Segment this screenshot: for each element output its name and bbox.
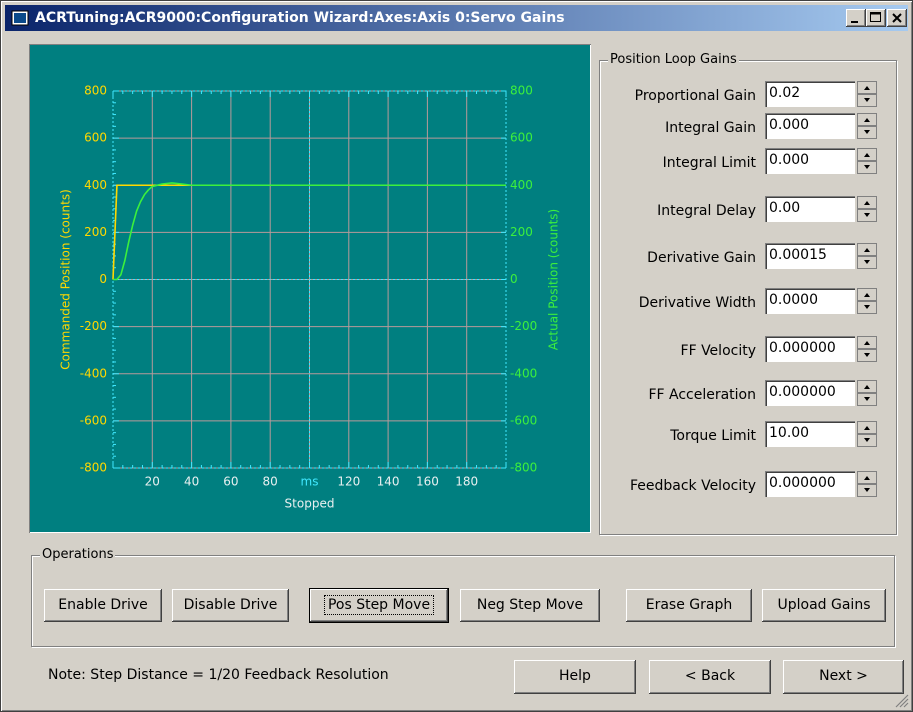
spin-button[interactable] xyxy=(857,81,877,107)
operation-button[interactable]: Upload Gains xyxy=(762,589,886,622)
y-tick-label: 200 xyxy=(84,225,107,239)
field-input[interactable]: 0.000000 xyxy=(765,336,855,362)
chart-panel: 20 40 60 80 ms 120 140 160 180 -800 -600 -400 -200 0 2… xyxy=(29,44,591,533)
field-input[interactable]: 0.000000 xyxy=(765,471,855,497)
spin-button[interactable] xyxy=(857,288,877,314)
field-input[interactable]: 0.02 xyxy=(765,81,855,107)
close-button[interactable] xyxy=(887,9,907,27)
gains-group: Position Loop Gains Proportional Gain 0.0… xyxy=(599,52,897,535)
field-input[interactable]: 0.00015 xyxy=(765,243,855,269)
button-label: Enable Drive xyxy=(58,597,148,613)
spin-button[interactable] xyxy=(857,336,877,362)
y2-tick-label: 400 xyxy=(510,178,533,192)
note: Note: Step Distance = 1/20 Feedback Reso… xyxy=(48,667,389,683)
y-axis-label: Commanded Position (counts) xyxy=(59,189,73,370)
button-label: Upload Gains xyxy=(777,597,871,613)
group-title: Position Loop Gains xyxy=(608,52,739,67)
app-icon xyxy=(11,10,29,26)
field-label: Feedback Velocity xyxy=(629,478,756,494)
window-title: ACRTuning:ACR9000:Configuration Wizard:A… xyxy=(35,10,565,26)
button-label: Erase Graph xyxy=(645,597,733,613)
chart: 20 40 60 80 ms 120 140 160 180 -800 -600 -400 -200 0 2… xyxy=(59,84,561,511)
y-tick-label: 600 xyxy=(84,131,107,145)
spin-button[interactable] xyxy=(857,421,877,447)
maximize-button[interactable] xyxy=(866,9,886,27)
x-tick-label: 40 xyxy=(184,475,199,489)
field-label: Derivative Width xyxy=(638,295,756,311)
y-tick-label: 0 xyxy=(99,272,107,286)
operations-group: Operations Enable Drive Disable Drive Pos … xyxy=(31,547,895,647)
y-tick-label: 400 xyxy=(84,178,107,192)
button-label: Help xyxy=(559,668,591,684)
field-label: Proportional Gain xyxy=(634,88,756,104)
field-input[interactable]: 0.000000 xyxy=(765,380,855,406)
button-label: Pos Step Move xyxy=(323,595,435,615)
spin-button[interactable] xyxy=(857,148,877,174)
minimize-button[interactable] xyxy=(846,9,866,27)
x-tick-label: 20 xyxy=(145,475,160,489)
group-title: Operations xyxy=(40,547,116,562)
resize-grip xyxy=(895,694,909,708)
x-tick-label: 80 xyxy=(263,475,278,489)
nav-button[interactable]: Next > xyxy=(783,660,904,694)
spin-button[interactable] xyxy=(857,243,877,269)
operation-button[interactable]: Neg Step Move xyxy=(460,589,600,622)
field-label: Derivative Gain xyxy=(647,250,756,266)
y2-tick-label: -200 xyxy=(510,319,537,333)
field-label: Torque Limit xyxy=(670,428,756,444)
x-tick-label: 160 xyxy=(416,475,439,489)
field-input[interactable]: 0.000 xyxy=(765,148,855,174)
y2-tick-label: -800 xyxy=(510,461,537,475)
y2-tick-label: 600 xyxy=(510,131,533,145)
y2-tick-label: -600 xyxy=(510,413,537,427)
field-label: Integral Gain xyxy=(665,120,756,136)
title-bar: ACRTuning:ACR9000:Configuration Wizard:A… xyxy=(5,5,908,31)
field-input[interactable]: 0.000 xyxy=(765,113,855,139)
operation-button[interactable]: Enable Drive xyxy=(44,589,162,622)
nav-button[interactable]: < Back xyxy=(649,660,771,694)
y-tick-label: -800 xyxy=(80,461,107,475)
y-tick-label: 800 xyxy=(84,84,107,98)
series-line xyxy=(112,184,506,280)
operation-button[interactable]: Disable Drive xyxy=(172,589,289,622)
y-tick-label: -600 xyxy=(80,413,107,427)
y-tick-label: -400 xyxy=(80,366,107,380)
button-label: Disable Drive xyxy=(183,597,278,613)
y2-tick-label: 800 xyxy=(510,84,533,98)
x-axis-label: Stopped xyxy=(285,497,335,511)
field-label: Integral Limit xyxy=(662,155,756,171)
operation-button[interactable]: Erase Graph xyxy=(626,589,752,622)
field-input[interactable]: 0.00 xyxy=(765,196,855,222)
y2-tick-label: -400 xyxy=(510,366,537,380)
y2-tick-label: 0 xyxy=(510,272,518,286)
field-label: Integral Delay xyxy=(657,203,756,219)
y2-tick-label: 200 xyxy=(510,225,533,239)
spin-button[interactable] xyxy=(857,113,877,139)
x-tick-label: 140 xyxy=(377,475,400,489)
nav-button[interactable]: Help xyxy=(514,660,636,694)
y2-axis-label: Actual Position (counts) xyxy=(547,209,561,350)
field-label: FF Velocity xyxy=(680,343,756,359)
spin-button[interactable] xyxy=(857,471,877,497)
series-line xyxy=(113,182,506,281)
button-label: Next > xyxy=(819,668,868,684)
y-tick-label: -200 xyxy=(80,319,107,333)
field-input[interactable]: 0.0000 xyxy=(765,288,855,314)
button-label: Neg Step Move xyxy=(476,597,584,613)
spin-button[interactable] xyxy=(857,196,877,222)
operation-button[interactable]: Pos Step Move xyxy=(310,589,448,622)
spin-button[interactable] xyxy=(857,380,877,406)
x-tick-label: ms xyxy=(301,475,319,489)
field-label: FF Acceleration xyxy=(648,387,756,403)
x-tick-label: 120 xyxy=(337,475,360,489)
field-input[interactable]: 10.00 xyxy=(765,421,855,447)
x-tick-label: 60 xyxy=(223,475,238,489)
button-label: < Back xyxy=(684,668,736,684)
x-tick-label: 180 xyxy=(455,475,478,489)
